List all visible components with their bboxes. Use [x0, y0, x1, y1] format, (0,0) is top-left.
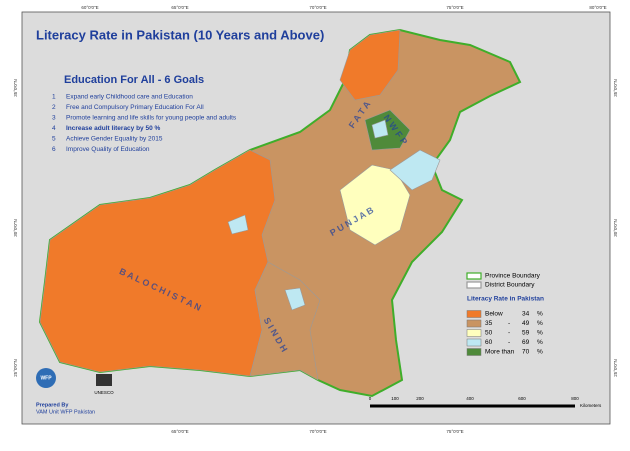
legend-to: 69 [522, 339, 530, 346]
map-body [38, 28, 522, 398]
longitude-label: 65°0'0"E [171, 5, 188, 10]
goal-text: Achieve Gender Equality by 2015 [66, 136, 163, 143]
scale-tick: 800 [571, 396, 579, 401]
goal-text: Promote learning and life skills for you… [66, 115, 237, 122]
legend-to: 49 [522, 320, 530, 327]
latitude-label: 30°0'0"N [613, 219, 618, 237]
north-region [339, 29, 401, 101]
legend-box [464, 270, 604, 362]
scale-tick: 0 [369, 396, 372, 401]
unesco-logo [96, 374, 112, 386]
punjab-north [339, 164, 411, 246]
boundary-swatch [466, 272, 482, 280]
boundary-label: District Boundary [485, 282, 535, 289]
legend-from: 50 [485, 330, 493, 337]
goal-number: 5 [52, 136, 56, 143]
legend-dash: - [508, 330, 510, 337]
scale-tick: 600 [518, 396, 526, 401]
latitude-label: 25°0'0"N [13, 359, 18, 377]
legend-to: 70 [522, 349, 530, 356]
scale-tick: 100 [391, 396, 399, 401]
prepared-unit: VAM Unit WFP Pakistan [36, 409, 95, 415]
scale-tick: 400 [466, 396, 474, 401]
longitude-label: 70°0'0"E [309, 429, 326, 434]
sindh-region [249, 261, 321, 381]
longitude-label: 70°0'0"E [309, 5, 326, 10]
legend-from: 60 [485, 339, 493, 346]
district-blue [227, 214, 249, 235]
goal-number: 4 [52, 125, 56, 132]
goal-number: 3 [52, 115, 56, 122]
goal-number: 1 [52, 94, 56, 101]
legend-dash: - [508, 339, 510, 346]
goals-heading: Education For All - 6 Goals [64, 74, 204, 86]
unesco-text: UNESCO [94, 390, 114, 395]
legend-from: 35 [485, 320, 493, 327]
wfp-logo [36, 368, 56, 388]
latitude-label: 25°0'0"N [613, 359, 618, 377]
legend-from: Below [485, 311, 503, 318]
boundary-swatch [466, 281, 482, 289]
longitude-label: 80°0'0"E [589, 5, 606, 10]
legend-title: Literacy Rate in Pakistan [467, 296, 544, 303]
legend-to: 59 [522, 330, 530, 337]
legend-unit: % [537, 349, 543, 356]
longitude-label: 75°0'0"E [446, 429, 463, 434]
district-green [364, 109, 411, 151]
legend-swatch [466, 310, 482, 318]
longitude-label: 60°0'0"E [81, 5, 98, 10]
legend-swatch [466, 338, 482, 347]
legend-dash: - [508, 320, 510, 327]
legend-swatch [466, 348, 482, 356]
longitude-label: 75°0'0"E [446, 5, 463, 10]
goal-number: 6 [52, 146, 56, 153]
goal-text: Increase adult literacy by 50 % [66, 125, 161, 132]
latitude-label: 35°0'0"N [13, 79, 18, 97]
map-title: Literacy Rate in Pakistan (10 Years and … [36, 27, 324, 42]
district-blue [371, 119, 389, 139]
legend-swatch [466, 319, 482, 328]
boundary-label: Province Boundary [485, 273, 541, 280]
wfp-logo-text: WFP [40, 375, 52, 381]
longitude-label: 65°0'0"E [171, 429, 188, 434]
latitude-label: 35°0'0"N [613, 79, 618, 97]
legend-from: More than [485, 349, 515, 356]
legend-swatch [466, 329, 482, 337]
goal-text: Free and Compulsory Primary Education Fo… [66, 104, 204, 111]
legend-to: 34 [522, 311, 530, 318]
legend-unit: % [537, 339, 543, 346]
scale-tick: 200 [416, 396, 424, 401]
latitude-label: 30°0'0"N [13, 219, 18, 237]
legend-unit: % [537, 320, 543, 327]
goal-number: 2 [52, 104, 56, 111]
goal-text: Improve Quality of Education [66, 146, 150, 153]
goal-text: Expand early Childhood care and Educatio… [66, 94, 193, 101]
district-blue [389, 149, 441, 191]
district-blue [284, 287, 306, 311]
legend-unit: % [537, 330, 543, 337]
scale-unit: Kilometers [580, 403, 602, 408]
prepared-by: Prepared By [36, 402, 69, 408]
legend-unit: % [537, 311, 543, 318]
